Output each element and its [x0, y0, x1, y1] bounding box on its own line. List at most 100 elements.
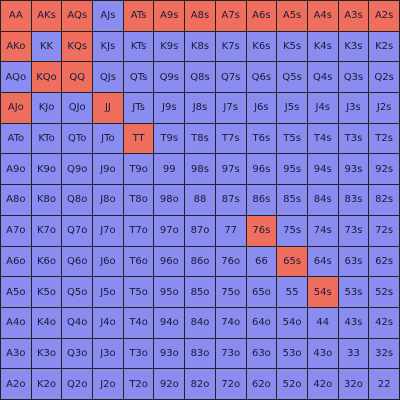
hand-cell-a7s[interactable]: A7s: [215, 1, 246, 31]
hand-cell-t7o[interactable]: T7o: [123, 215, 154, 246]
hand-cell-95s[interactable]: 95s: [277, 154, 307, 185]
hand-cell-q6s[interactable]: Q6s: [246, 62, 277, 93]
hand-cell-q4s[interactable]: Q4s: [307, 62, 338, 93]
hand-cell-74o[interactable]: 74o: [215, 307, 246, 338]
hand-cell-t4s[interactable]: T4s: [307, 123, 338, 154]
hand-cell-jts[interactable]: JTs: [123, 93, 154, 123]
hand-cell-a7o[interactable]: A7o: [1, 215, 31, 246]
hand-cell-j5s[interactable]: J5s: [277, 93, 307, 123]
hand-cell-52s[interactable]: 52s: [369, 277, 399, 307]
hand-cell-63o[interactable]: 63o: [246, 338, 277, 369]
hand-cell-a2s[interactable]: A2s: [369, 1, 399, 31]
hand-cell-q8o[interactable]: Q8o: [62, 185, 93, 215]
hand-cell-k7s[interactable]: K7s: [215, 31, 246, 62]
hand-cell-53s[interactable]: 53s: [338, 277, 369, 307]
hand-cell-54o[interactable]: 54o: [277, 307, 307, 338]
hand-cell-kjs[interactable]: KJs: [93, 31, 123, 62]
hand-cell-j7o[interactable]: J7o: [93, 215, 123, 246]
hand-cell-k9o[interactable]: K9o: [31, 154, 62, 185]
hand-cell-aks[interactable]: AKs: [31, 1, 62, 31]
hand-cell-qto[interactable]: QTo: [62, 123, 93, 154]
hand-cell-kqo[interactable]: KQo: [31, 62, 62, 93]
hand-cell-a8o[interactable]: A8o: [1, 185, 31, 215]
hand-cell-a6s[interactable]: A6s: [246, 1, 277, 31]
hand-cell-97o[interactable]: 97o: [154, 215, 185, 246]
hand-cell-kk[interactable]: KK: [31, 31, 62, 62]
hand-cell-k9s[interactable]: K9s: [154, 31, 185, 62]
hand-cell-a3s[interactable]: A3s: [338, 1, 369, 31]
hand-cell-86s[interactable]: 86s: [246, 185, 277, 215]
hand-cell-t8s[interactable]: T8s: [185, 123, 215, 154]
hand-cell-a9s[interactable]: A9s: [154, 1, 185, 31]
hand-cell-64o[interactable]: 64o: [246, 307, 277, 338]
hand-cell-t9o[interactable]: T9o: [123, 154, 154, 185]
hand-cell-q7o[interactable]: Q7o: [62, 215, 93, 246]
hand-cell-85o[interactable]: 85o: [185, 277, 215, 307]
hand-cell-62o[interactable]: 62o: [246, 369, 277, 399]
hand-cell-k6s[interactable]: K6s: [246, 31, 277, 62]
hand-cell-86o[interactable]: 86o: [185, 246, 215, 277]
hand-cell-42o[interactable]: 42o: [307, 369, 338, 399]
hand-cell-a9o[interactable]: A9o: [1, 154, 31, 185]
hand-cell-54s[interactable]: 54s: [307, 277, 338, 307]
hand-cell-j8s[interactable]: J8s: [185, 93, 215, 123]
hand-cell-t4o[interactable]: T4o: [123, 307, 154, 338]
hand-cell-k3o[interactable]: K3o: [31, 338, 62, 369]
hand-cell-kts[interactable]: KTs: [123, 31, 154, 62]
hand-cell-98o[interactable]: 98o: [154, 185, 185, 215]
hand-cell-99[interactable]: 99: [154, 154, 185, 185]
hand-cell-q4o[interactable]: Q4o: [62, 307, 93, 338]
hand-cell-65s[interactable]: 65s: [277, 246, 307, 277]
hand-cell-88[interactable]: 88: [185, 185, 215, 215]
hand-cell-ako[interactable]: AKo: [1, 31, 31, 62]
hand-cell-82s[interactable]: 82s: [369, 185, 399, 215]
hand-cell-96s[interactable]: 96s: [246, 154, 277, 185]
hand-cell-74s[interactable]: 74s: [307, 215, 338, 246]
hand-cell-83o[interactable]: 83o: [185, 338, 215, 369]
hand-cell-84s[interactable]: 84s: [307, 185, 338, 215]
hand-cell-a4o[interactable]: A4o: [1, 307, 31, 338]
hand-cell-jj[interactable]: JJ: [93, 93, 123, 123]
hand-cell-t8o[interactable]: T8o: [123, 185, 154, 215]
hand-cell-j3s[interactable]: J3s: [338, 93, 369, 123]
hand-cell-k5o[interactable]: K5o: [31, 277, 62, 307]
hand-cell-qq[interactable]: QQ: [62, 62, 93, 93]
hand-cell-43o[interactable]: 43o: [307, 338, 338, 369]
hand-cell-63s[interactable]: 63s: [338, 246, 369, 277]
hand-cell-q8s[interactable]: Q8s: [185, 62, 215, 93]
hand-cell-55[interactable]: 55: [277, 277, 307, 307]
hand-cell-j2s[interactable]: J2s: [369, 93, 399, 123]
hand-cell-kto[interactable]: KTo: [31, 123, 62, 154]
hand-cell-q5s[interactable]: Q5s: [277, 62, 307, 93]
hand-cell-43s[interactable]: 43s: [338, 307, 369, 338]
hand-cell-k8o[interactable]: K8o: [31, 185, 62, 215]
hand-cell-52o[interactable]: 52o: [277, 369, 307, 399]
hand-cell-85s[interactable]: 85s: [277, 185, 307, 215]
hand-cell-j5o[interactable]: J5o: [93, 277, 123, 307]
hand-cell-q2s[interactable]: Q2s: [369, 62, 399, 93]
hand-cell-k4o[interactable]: K4o: [31, 307, 62, 338]
hand-cell-a3o[interactable]: A3o: [1, 338, 31, 369]
hand-cell-k2o[interactable]: K2o: [31, 369, 62, 399]
hand-cell-q9o[interactable]: Q9o: [62, 154, 93, 185]
hand-cell-a5o[interactable]: A5o: [1, 277, 31, 307]
hand-cell-q3o[interactable]: Q3o: [62, 338, 93, 369]
hand-cell-k2s[interactable]: K2s: [369, 31, 399, 62]
hand-cell-22[interactable]: 22: [369, 369, 399, 399]
hand-cell-92s[interactable]: 92s: [369, 154, 399, 185]
hand-cell-33[interactable]: 33: [338, 338, 369, 369]
hand-cell-73o[interactable]: 73o: [215, 338, 246, 369]
hand-cell-q6o[interactable]: Q6o: [62, 246, 93, 277]
hand-cell-t5o[interactable]: T5o: [123, 277, 154, 307]
hand-cell-k7o[interactable]: K7o: [31, 215, 62, 246]
hand-cell-qjo[interactable]: QJo: [62, 93, 93, 123]
hand-cell-32o[interactable]: 32o: [338, 369, 369, 399]
hand-cell-j3o[interactable]: J3o: [93, 338, 123, 369]
hand-cell-75o[interactable]: 75o: [215, 277, 246, 307]
hand-cell-k5s[interactable]: K5s: [277, 31, 307, 62]
hand-cell-76o[interactable]: 76o: [215, 246, 246, 277]
hand-cell-qjs[interactable]: QJs: [93, 62, 123, 93]
hand-cell-j7s[interactable]: J7s: [215, 93, 246, 123]
hand-cell-kjo[interactable]: KJo: [31, 93, 62, 123]
hand-cell-97s[interactable]: 97s: [215, 154, 246, 185]
